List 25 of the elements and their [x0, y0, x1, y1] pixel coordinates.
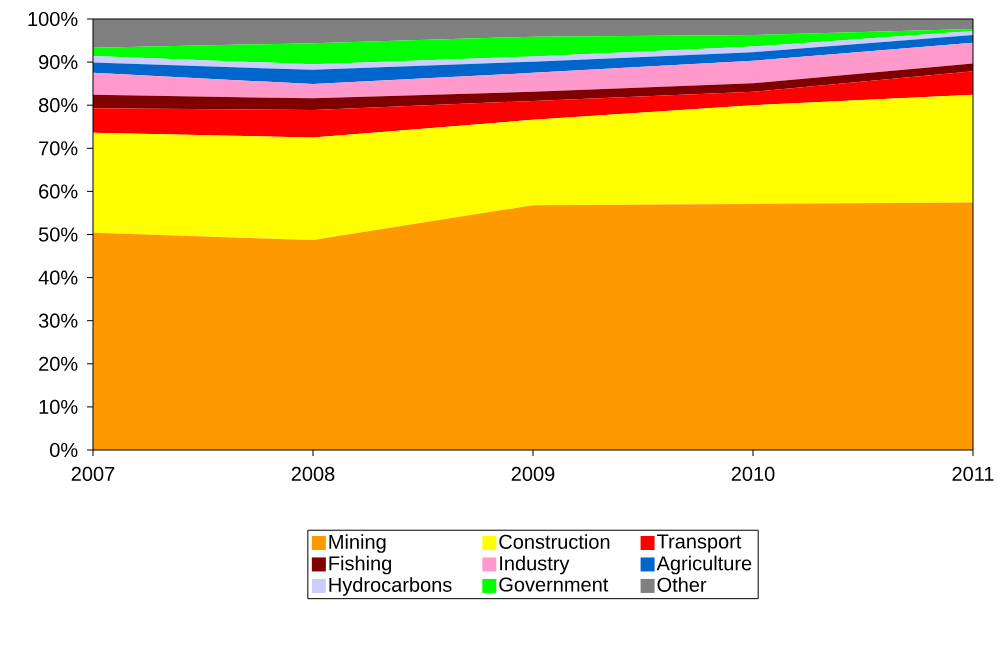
x-tick-label: 2011	[952, 466, 994, 482]
y-tick-label: 30%	[38, 313, 78, 328]
legend-label: Hydrocarbons	[329, 577, 452, 596]
legend-label: Government	[499, 577, 609, 592]
legend-label: Industry	[500, 555, 570, 575]
y-tick-label: 0%	[50, 442, 78, 458]
x-tick-label: 2009	[511, 466, 555, 482]
y-tick-label: 70%	[39, 141, 78, 156]
y-tick-label: 80%	[39, 98, 78, 113]
legend-label: Fishing	[329, 555, 391, 575]
y-tick-label: 20%	[39, 356, 78, 371]
legend-label: Other	[657, 577, 707, 592]
y-tick-label: 90%	[39, 55, 78, 70]
legend-label: Mining	[329, 534, 386, 553]
x-tick-label: 2008	[291, 466, 335, 482]
legend-label: Agriculture	[656, 555, 752, 575]
x-tick-label: 2010	[731, 466, 775, 482]
y-tick-label: 50%	[38, 227, 78, 242]
legend-label: Construction	[499, 534, 610, 549]
y-tick-label: 60%	[39, 184, 78, 199]
legend-label: Transport	[657, 534, 742, 553]
y-tick-label: 40%	[38, 270, 78, 285]
y-tick-label: 10%	[39, 399, 78, 414]
x-tick-label: 2007	[71, 466, 115, 482]
y-tick-label: 100%	[28, 11, 78, 27]
